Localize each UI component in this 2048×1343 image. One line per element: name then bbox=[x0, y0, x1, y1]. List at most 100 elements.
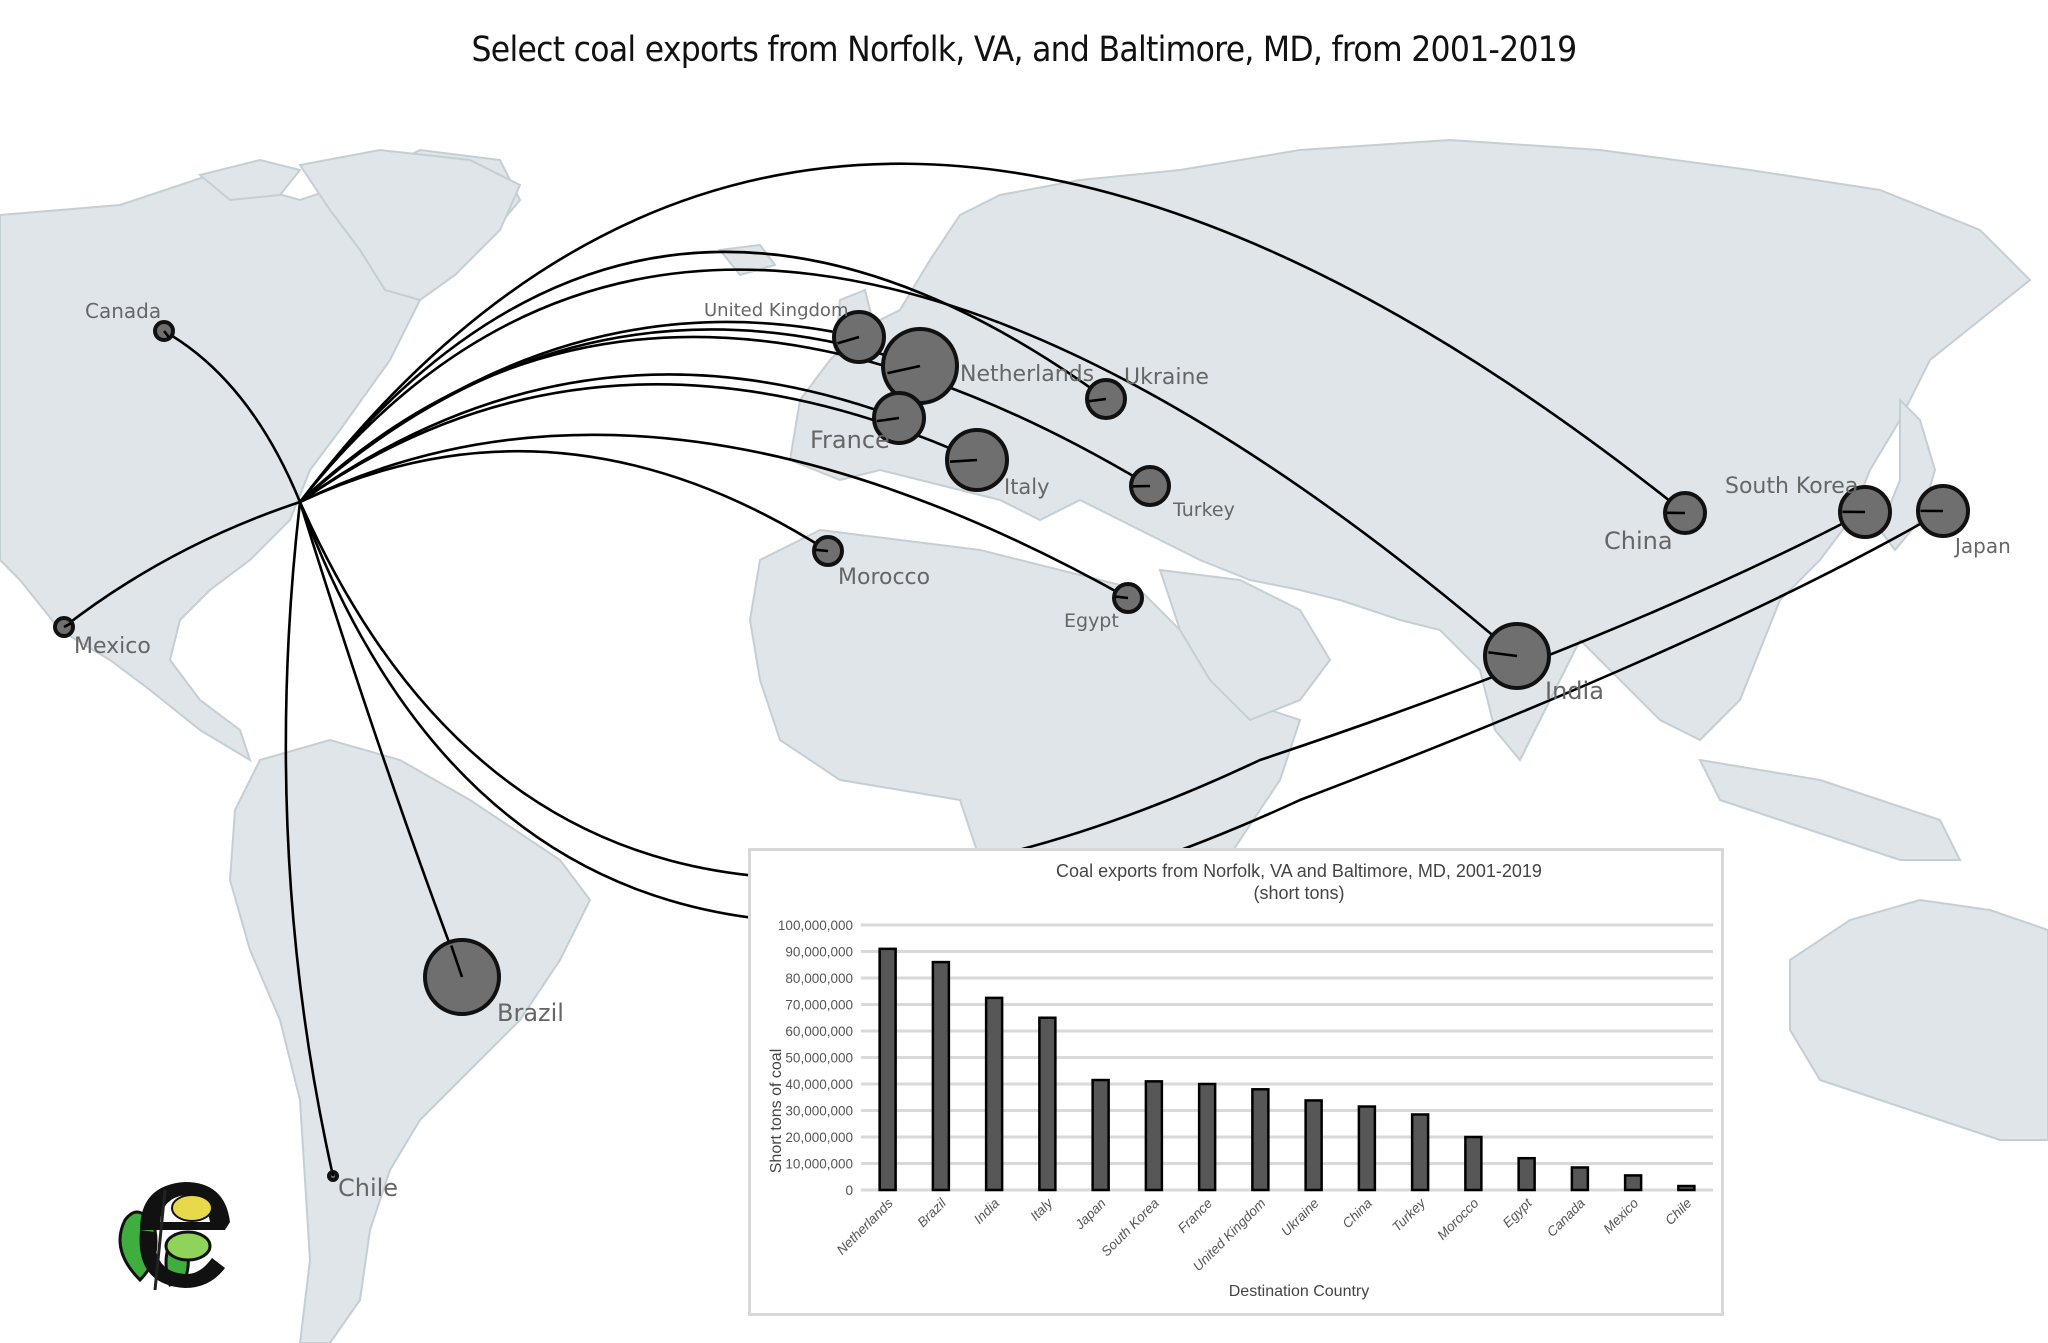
bar-chart: Coal exports from Norfolk, VA and Baltim… bbox=[768, 861, 1713, 1300]
bar-japan bbox=[1091, 1078, 1110, 1192]
route-end bbox=[837, 335, 860, 345]
x-category-label: Turkey bbox=[1389, 1195, 1429, 1235]
land-arctic-islands bbox=[197, 158, 302, 202]
route-end bbox=[1115, 595, 1129, 600]
bar-canada bbox=[1570, 1166, 1590, 1192]
y-tick-label: 60,000,000 bbox=[785, 1024, 853, 1039]
letter-e-top-icon bbox=[140, 1182, 230, 1230]
bean-icon bbox=[164, 1230, 212, 1262]
x-category-label: France bbox=[1175, 1196, 1215, 1236]
route-line bbox=[298, 501, 464, 978]
bar-italy bbox=[1038, 1016, 1057, 1192]
x-category-label: Chile bbox=[1662, 1196, 1694, 1228]
label-south-korea: South Korea bbox=[1725, 474, 1858, 499]
x-category-label: Japan bbox=[1071, 1196, 1108, 1233]
y-tick-label: 10,000,000 bbox=[785, 1157, 853, 1172]
y-tick-label: 100,000,000 bbox=[778, 918, 853, 933]
label-ukraine: Ukraine bbox=[1124, 365, 1209, 390]
bar-morocco bbox=[1464, 1135, 1483, 1192]
route-end bbox=[450, 945, 464, 978]
x-category-label: Canada bbox=[1544, 1195, 1588, 1239]
route-end bbox=[815, 548, 829, 553]
route-end bbox=[887, 364, 921, 375]
label-china: China bbox=[1604, 527, 1673, 555]
e-leaf-logo bbox=[118, 1182, 230, 1291]
y-tick-label: 90,000,000 bbox=[785, 945, 853, 960]
bar-france bbox=[1197, 1082, 1217, 1192]
label-brazil: Brazil bbox=[497, 999, 564, 1027]
x-category-label: South Korea bbox=[1098, 1195, 1162, 1259]
label-mexico: Mexico bbox=[74, 634, 151, 659]
export-routes bbox=[63, 162, 1944, 1177]
x-category-label: India bbox=[971, 1195, 1003, 1227]
landmasses bbox=[0, 138, 2048, 1343]
label-france: France bbox=[810, 426, 890, 454]
y-tick-label: 50,000,000 bbox=[785, 1051, 853, 1066]
route-line bbox=[299, 449, 829, 553]
stem-icon bbox=[153, 1189, 167, 1291]
bar-netherlands bbox=[878, 947, 897, 1192]
route-line bbox=[299, 335, 1151, 503]
y-tick-label: 0 bbox=[845, 1183, 853, 1198]
route-line bbox=[299, 328, 921, 503]
y-axis-ticks: 0 10,000,000 20,000,000 30,000,000 40,000,00… bbox=[778, 918, 853, 1198]
bar-chart-panel: Coal exports from Norfolk, VA and Baltim… bbox=[748, 848, 1724, 1316]
label-canada: Canada bbox=[85, 299, 161, 323]
label-italy: Italy bbox=[1004, 475, 1050, 499]
route-end bbox=[162, 330, 171, 339]
land-greenland bbox=[298, 148, 522, 302]
map-title: Select coal exports from Norfolk, VA, an… bbox=[471, 30, 1578, 70]
x-category-label: Ukraine bbox=[1278, 1196, 1322, 1240]
x-category-label: Italy bbox=[1027, 1195, 1056, 1224]
destination-bubbles bbox=[53, 310, 1970, 1182]
y-axis-title: Short tons of coal bbox=[768, 1049, 785, 1174]
route-line bbox=[163, 329, 302, 503]
label-turkey: Turkey bbox=[1172, 499, 1235, 521]
label-chile: Chile bbox=[338, 1174, 398, 1202]
bar-india bbox=[984, 996, 1004, 1192]
y-tick-label: 30,000,000 bbox=[785, 1104, 853, 1119]
x-category-label: Brazil bbox=[915, 1195, 950, 1230]
bar-south-korea bbox=[1144, 1080, 1164, 1192]
chart-title: Coal exports from Norfolk, VA and Baltim… bbox=[1056, 861, 1542, 881]
route-line bbox=[299, 433, 1129, 600]
bar-turkey bbox=[1410, 1113, 1430, 1192]
land-se-asia-islands bbox=[1698, 758, 1962, 861]
route-line bbox=[299, 383, 978, 504]
chart-subtitle: (short tons) bbox=[1253, 883, 1344, 903]
y-tick-label: 70,000,000 bbox=[785, 998, 853, 1013]
bar-egypt bbox=[1517, 1156, 1536, 1192]
chart-bars bbox=[878, 947, 1696, 1192]
bar-china bbox=[1357, 1105, 1377, 1192]
land-australia bbox=[1789, 898, 2048, 1141]
route-end bbox=[949, 458, 978, 463]
route-line bbox=[299, 373, 900, 504]
bar-brazil bbox=[931, 960, 951, 1192]
x-category-label: Mexico bbox=[1600, 1195, 1641, 1236]
bee-icon bbox=[171, 1194, 213, 1222]
land-eurasia bbox=[788, 138, 2032, 762]
x-category-label: Morocco bbox=[1434, 1195, 1482, 1243]
label-india: India bbox=[1545, 677, 1604, 705]
y-tick-label: 80,000,000 bbox=[785, 971, 853, 986]
route-line bbox=[284, 501, 335, 1177]
route-end bbox=[876, 416, 900, 423]
land-south-america bbox=[228, 738, 592, 1343]
x-category-label: Egypt bbox=[1500, 1195, 1536, 1231]
route-end bbox=[1088, 397, 1107, 403]
route-end bbox=[63, 622, 72, 629]
route-line bbox=[298, 162, 1686, 515]
bar-united-kingdom bbox=[1251, 1088, 1270, 1192]
y-tick-label: 40,000,000 bbox=[785, 1077, 853, 1092]
label-egypt: Egypt bbox=[1064, 610, 1119, 632]
label-morocco: Morocco bbox=[838, 565, 930, 590]
land-arabia bbox=[1158, 568, 1332, 722]
bar-chile bbox=[1677, 1184, 1696, 1192]
label-united-kingdom: United Kingdom bbox=[704, 300, 848, 321]
bar-mexico bbox=[1623, 1174, 1643, 1192]
label-japan: Japan bbox=[1953, 534, 2011, 558]
y-tick-label: 20,000,000 bbox=[785, 1130, 853, 1145]
route-line bbox=[298, 250, 1107, 503]
